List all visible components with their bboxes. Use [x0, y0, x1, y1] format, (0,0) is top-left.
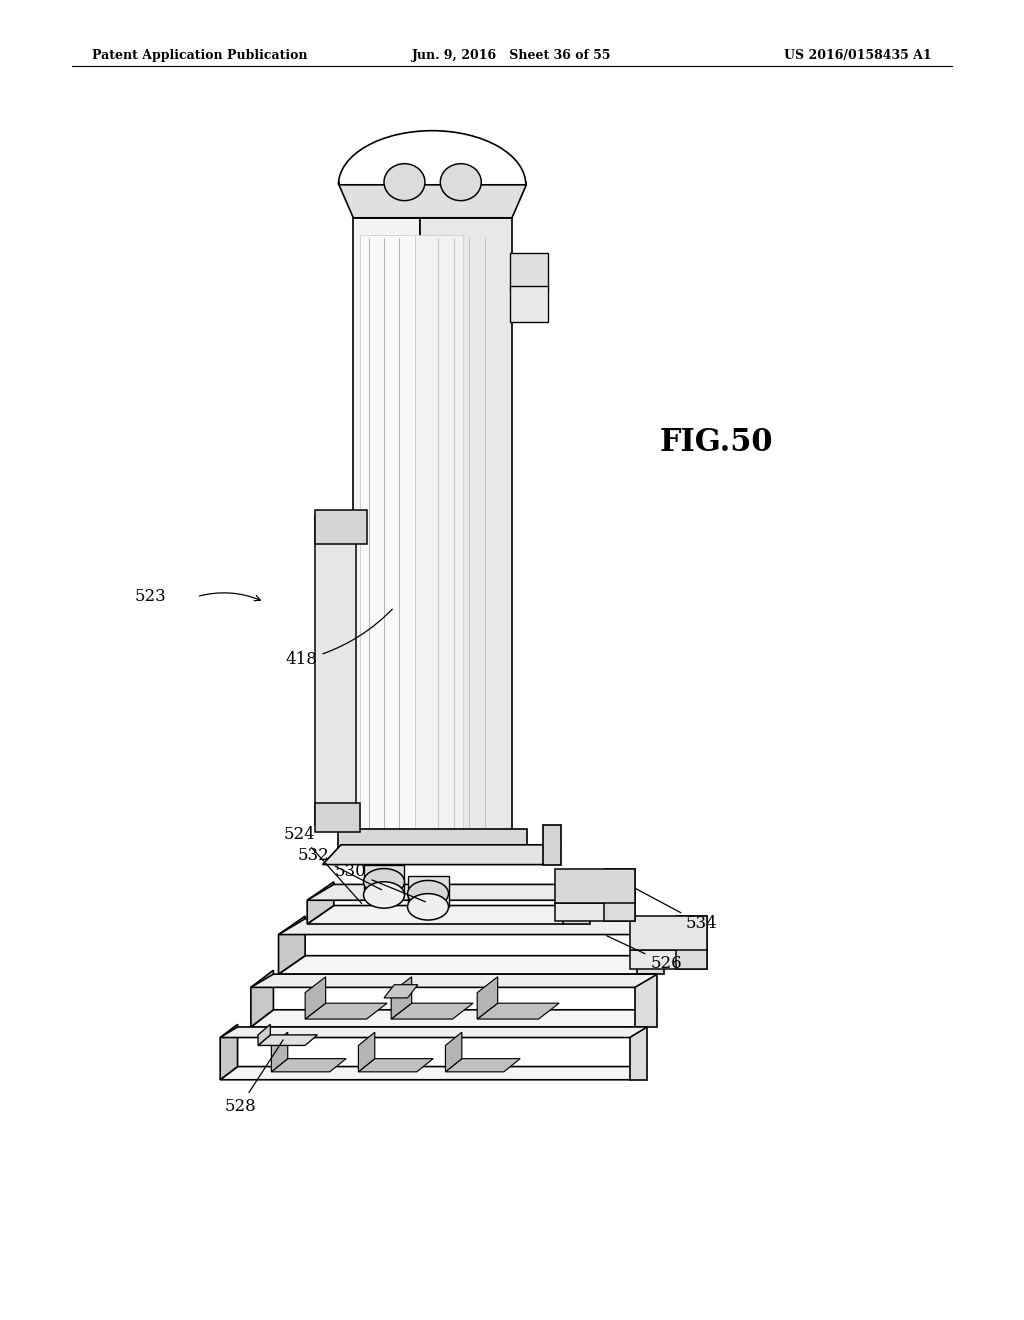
Polygon shape	[358, 1059, 433, 1072]
Polygon shape	[323, 845, 561, 865]
Text: 532: 532	[298, 847, 382, 890]
Polygon shape	[279, 956, 664, 974]
Polygon shape	[220, 1024, 238, 1080]
Ellipse shape	[384, 164, 425, 201]
Text: 528: 528	[224, 1040, 284, 1114]
Polygon shape	[305, 1003, 387, 1019]
Polygon shape	[630, 916, 707, 950]
Text: FIG.50: FIG.50	[660, 426, 773, 458]
Polygon shape	[445, 1032, 462, 1072]
Polygon shape	[251, 1010, 657, 1027]
Polygon shape	[555, 903, 635, 921]
Text: 534: 534	[635, 888, 718, 932]
Polygon shape	[279, 919, 664, 935]
Polygon shape	[477, 977, 498, 1019]
Polygon shape	[271, 1032, 288, 1072]
Polygon shape	[510, 286, 548, 322]
Polygon shape	[307, 884, 590, 900]
Polygon shape	[258, 1035, 317, 1045]
Polygon shape	[315, 510, 367, 544]
Polygon shape	[315, 515, 356, 825]
Polygon shape	[415, 235, 463, 829]
Polygon shape	[271, 1059, 346, 1072]
Polygon shape	[251, 970, 273, 1027]
Polygon shape	[543, 825, 561, 865]
Text: 418: 418	[286, 610, 392, 668]
Polygon shape	[635, 974, 657, 1027]
Polygon shape	[408, 876, 449, 907]
Polygon shape	[555, 869, 635, 903]
Polygon shape	[364, 865, 404, 895]
Polygon shape	[420, 218, 512, 845]
Polygon shape	[338, 829, 527, 847]
Polygon shape	[391, 977, 412, 1019]
Polygon shape	[510, 253, 548, 290]
Polygon shape	[339, 185, 526, 218]
Polygon shape	[358, 1032, 375, 1072]
FancyArrowPatch shape	[200, 593, 260, 601]
Text: 530: 530	[335, 863, 425, 902]
Polygon shape	[251, 974, 657, 987]
Polygon shape	[305, 977, 326, 1019]
Polygon shape	[307, 882, 334, 924]
Text: 526: 526	[606, 936, 682, 972]
Text: Jun. 9, 2016   Sheet 36 of 55: Jun. 9, 2016 Sheet 36 of 55	[413, 49, 611, 62]
Text: 524: 524	[284, 826, 361, 903]
Text: Patent Application Publication: Patent Application Publication	[92, 49, 307, 62]
Polygon shape	[258, 1024, 270, 1045]
Polygon shape	[445, 1059, 520, 1072]
Polygon shape	[360, 235, 415, 829]
Ellipse shape	[364, 869, 404, 895]
Ellipse shape	[408, 894, 449, 920]
Polygon shape	[563, 884, 590, 924]
Polygon shape	[676, 916, 707, 969]
Text: 523: 523	[134, 589, 166, 605]
Polygon shape	[307, 906, 590, 924]
Polygon shape	[630, 1027, 647, 1080]
Text: US 2016/0158435 A1: US 2016/0158435 A1	[784, 49, 932, 62]
Polygon shape	[315, 803, 360, 832]
Polygon shape	[630, 950, 707, 969]
Polygon shape	[391, 1003, 473, 1019]
Polygon shape	[637, 919, 664, 974]
Polygon shape	[353, 218, 420, 845]
Polygon shape	[220, 1067, 647, 1080]
Polygon shape	[384, 985, 418, 998]
Polygon shape	[220, 1027, 647, 1038]
Ellipse shape	[440, 164, 481, 201]
Ellipse shape	[408, 880, 449, 907]
Polygon shape	[604, 869, 635, 921]
Ellipse shape	[364, 882, 404, 908]
Polygon shape	[279, 916, 305, 974]
Polygon shape	[477, 1003, 559, 1019]
